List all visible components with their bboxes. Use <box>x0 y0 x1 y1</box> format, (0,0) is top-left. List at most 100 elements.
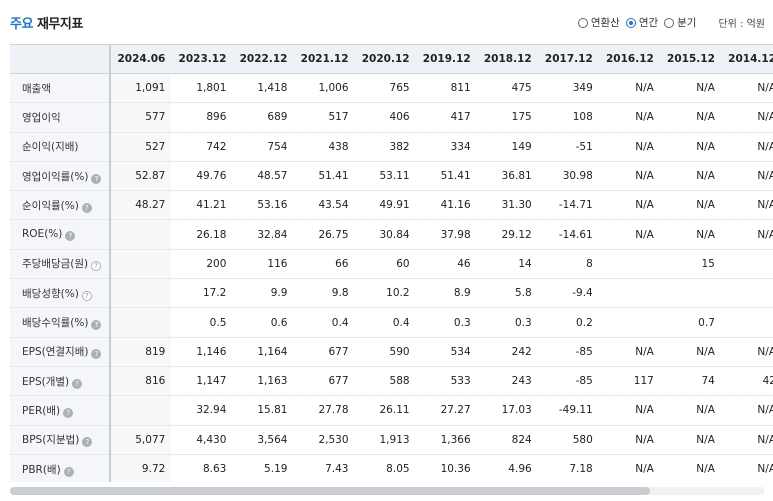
row-label: 주당배당금(원) <box>22 258 89 271</box>
value-cell: 32.94 <box>196 404 227 417</box>
value-cell: 534 <box>450 345 471 358</box>
value-cell: -14.71 <box>558 199 593 212</box>
value-cell: 824 <box>511 433 532 446</box>
help-icon[interactable]: ? <box>81 202 92 213</box>
value-cell <box>721 249 773 278</box>
value-cell: -51 <box>575 140 593 153</box>
value-cell: 51.41 <box>318 170 349 183</box>
value-cell <box>599 249 660 278</box>
value-cell <box>599 279 660 308</box>
value-cell <box>110 249 172 279</box>
value-cell: 26.18 <box>196 228 227 241</box>
value-cell: 819 <box>110 337 172 367</box>
value-cell: 66 <box>335 257 349 270</box>
help-icon[interactable]: ? <box>81 290 92 301</box>
value-cell: 5.8 <box>514 287 532 300</box>
value-cell: 27.27 <box>440 404 471 417</box>
value-cell: 30.98 <box>562 170 593 183</box>
value-cell: 46 <box>457 257 471 270</box>
help-icon[interactable]: ? <box>91 320 102 331</box>
value-cell: N/A <box>757 463 773 475</box>
value-cell: N/A <box>696 433 715 446</box>
value-cell: 5.19 <box>264 463 288 475</box>
value-cell <box>721 308 773 337</box>
table-row: ROE(%)? 26.18 32.84 26.75 30.84 37.98 29.12 -14… <box>10 219 773 250</box>
period-option[interactable]: 분기 <box>664 15 696 30</box>
help-icon[interactable]: ? <box>63 407 74 418</box>
value-cell: 0.5 <box>209 316 227 329</box>
value-cell: 32.84 <box>257 228 288 241</box>
help-icon[interactable]: ? <box>91 261 102 272</box>
value-cell: 37.98 <box>440 228 471 241</box>
value-cell: 41.16 <box>440 199 471 212</box>
row-label: ROE(%) <box>22 228 63 241</box>
value-cell: 527 <box>110 132 172 162</box>
column-header-period: 2015.12 <box>659 44 721 74</box>
row-label: PBR(배) <box>22 463 61 476</box>
value-cell: 48.57 <box>257 170 288 183</box>
table-row: BPS(지분법)? 5,077 4,430 3,564 2,530 1,913 1,366 8… <box>10 425 773 455</box>
value-cell: 0.2 <box>576 316 593 329</box>
value-cell: N/A <box>757 111 773 124</box>
value-cell: 677 <box>328 345 349 358</box>
value-cell: 896 <box>206 111 227 124</box>
value-cell: N/A <box>696 199 715 212</box>
value-cell: 2,530 <box>318 433 349 446</box>
row-label: 배당수익률(%) <box>22 317 89 330</box>
value-cell: 1,006 <box>318 82 349 95</box>
value-cell: 8.9 <box>453 287 471 300</box>
help-icon[interactable]: ? <box>72 378 83 389</box>
value-cell: 1,366 <box>440 433 471 446</box>
column-header-period: 2016.12 <box>598 44 660 74</box>
value-cell: N/A <box>757 140 773 153</box>
value-cell: N/A <box>757 82 773 95</box>
period-controls: 연환산 연간 분기 단위 : 억원 <box>572 15 765 30</box>
value-cell: N/A <box>635 111 654 124</box>
help-icon[interactable]: ? <box>82 437 93 448</box>
row-label: 순이익(지배) <box>22 141 79 154</box>
value-cell: 36.81 <box>501 170 532 183</box>
value-cell: 7.18 <box>569 463 593 475</box>
value-cell: 9.72 <box>110 454 172 482</box>
help-icon[interactable]: ? <box>63 466 74 477</box>
value-cell: 7.43 <box>325 463 349 475</box>
period-radio-group: 연환산 연간 분기 <box>572 15 696 30</box>
table-row: 순이익(지배) 527 742 754 438 382 334 149 -51 N/A N/A N/A <box>10 132 773 162</box>
value-cell: 0.3 <box>514 316 532 329</box>
value-cell: 26.75 <box>318 228 349 241</box>
value-cell: 1,146 <box>196 345 227 358</box>
column-header-period: 2017.12 <box>537 44 599 74</box>
help-icon[interactable]: ? <box>65 231 76 242</box>
radio-checked-icon[interactable] <box>625 17 636 28</box>
value-cell: 1,163 <box>257 375 288 388</box>
period-option[interactable]: 연환산 <box>577 15 620 30</box>
title-accent: 주요 <box>10 17 33 32</box>
value-cell: N/A <box>696 82 715 95</box>
row-label-cell: 영업이익률(%)? <box>10 161 112 191</box>
value-cell: 9.9 <box>270 287 288 300</box>
value-cell: 42 <box>762 375 773 388</box>
value-cell: 517 <box>328 111 349 124</box>
radio-unchecked-icon[interactable] <box>577 17 588 28</box>
value-cell: 334 <box>450 140 471 153</box>
value-cell: 49.91 <box>379 199 410 212</box>
title-rest: 재무지표 <box>32 17 83 32</box>
value-cell: 51.41 <box>440 170 471 183</box>
financial-table-container[interactable]: 2024.06 2023.12 2022.12 2021.12 2020.12 2019.… <box>10 44 773 482</box>
row-label-cell: EPS(연결지배)? <box>10 337 112 367</box>
value-cell: 588 <box>389 375 410 388</box>
value-cell: N/A <box>757 404 773 417</box>
value-cell <box>110 219 172 250</box>
table-row: 영업이익률(%)? 52.87 49.76 48.57 51.41 53.11 51.41 3… <box>10 161 773 191</box>
period-option[interactable]: 연간 <box>625 15 658 30</box>
financial-indicators-header: 주요 재무지표 연환산 연간 분기 단위 : 억원 <box>10 12 765 32</box>
help-icon[interactable]: ? <box>91 349 102 360</box>
scrollbar-thumb[interactable] <box>10 487 650 495</box>
help-icon[interactable]: ? <box>91 173 102 184</box>
radio-unchecked-icon[interactable] <box>664 17 675 28</box>
value-cell: 1,418 <box>257 82 288 95</box>
value-cell: N/A <box>635 140 654 153</box>
horizontal-scrollbar[interactable] <box>10 487 765 495</box>
row-label: PER(배) <box>22 404 61 417</box>
value-cell: 689 <box>267 111 288 124</box>
